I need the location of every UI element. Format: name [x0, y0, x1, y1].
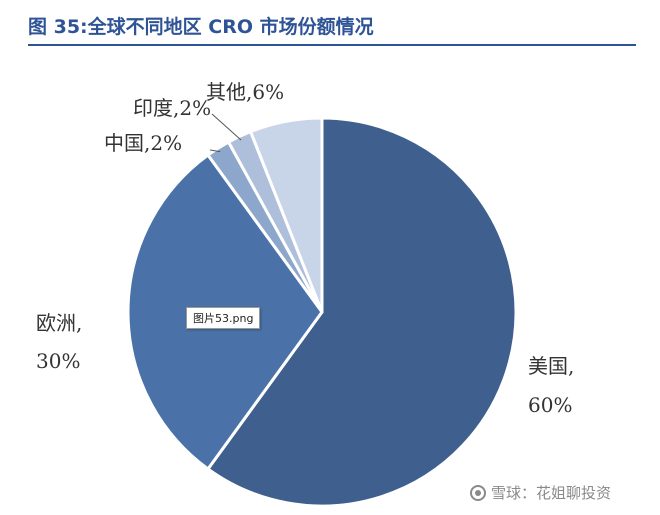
leader-line-2 — [209, 149, 221, 153]
watermark-text: 雪球：花姐聊投资 — [491, 484, 612, 502]
leader-lines — [209, 113, 242, 153]
slice-label-usa: 美国, — [528, 354, 574, 378]
slice-label-other: 其他,6% — [206, 80, 284, 104]
image-filename-tag: 图片53.png — [186, 307, 261, 329]
pie-slice-4 — [249, 116, 324, 314]
leader-line-3 — [211, 113, 242, 141]
slice-value-usa: 60% — [528, 393, 572, 417]
title-rule — [28, 44, 636, 46]
figure-title: 图 35:全球不同地区 CRO 市场份额情况 — [28, 16, 374, 38]
slice-label-europe: 欧洲, — [36, 311, 82, 335]
slice-label-india: 印度,2% — [133, 96, 211, 120]
slice-label-china: 中国,2% — [104, 131, 182, 155]
snowball-icon — [470, 484, 486, 501]
slice-value-europe: 30% — [36, 349, 80, 373]
pie-slice-0 — [206, 116, 518, 508]
watermark: 雪球：花姐聊投资 — [470, 482, 611, 503]
